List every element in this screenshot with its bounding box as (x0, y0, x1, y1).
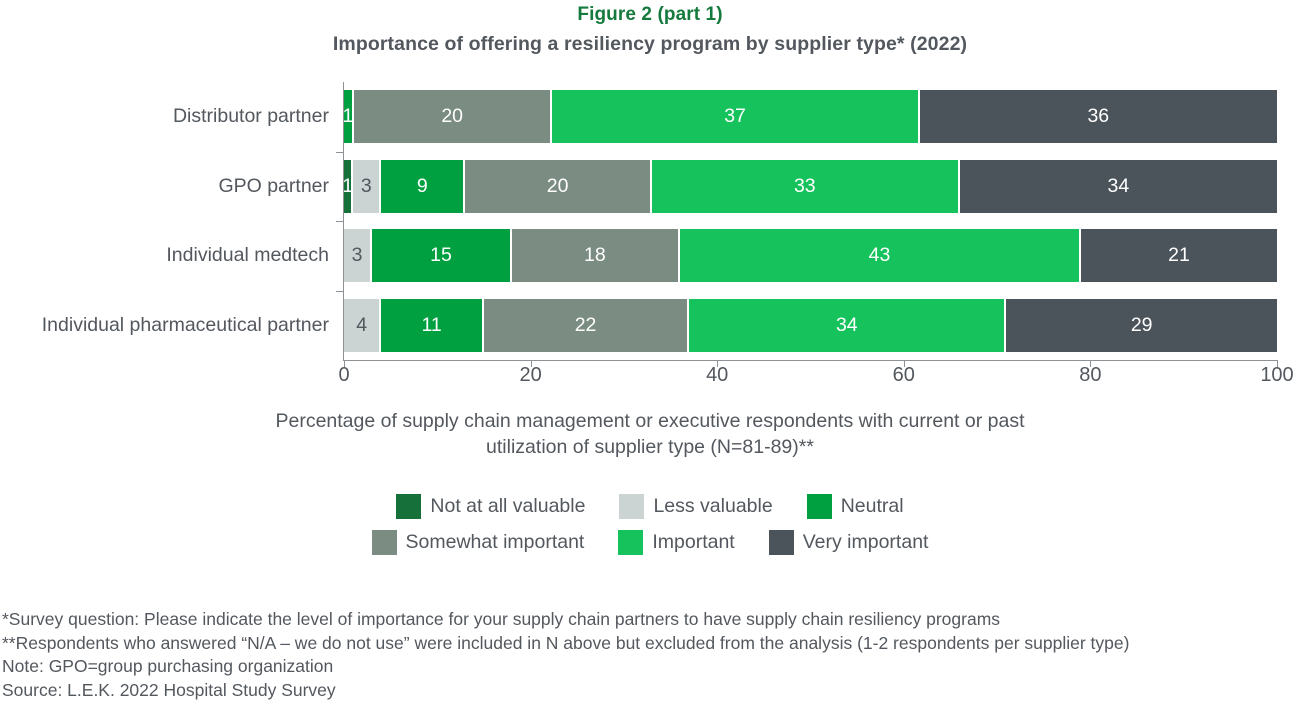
bar-segment: 11 (381, 298, 484, 352)
footnote: *Survey question: Please indicate the le… (2, 609, 1001, 629)
bar-segment: 3 (353, 159, 382, 213)
x-axis-tick-label: 100 (1260, 364, 1294, 386)
legend-label: Somewhat important (405, 530, 585, 553)
category-label: Individual medtech (166, 244, 329, 267)
x-axis-tick-label: 0 (338, 364, 350, 386)
x-axis-tick-label: 60 (892, 364, 915, 386)
legend-item[interactable]: Not at all valuable (396, 493, 586, 519)
x-axis-tick-label: 40 (706, 364, 729, 386)
x-axis-tick-labels: 0 20 40 60 80 100 (0, 364, 1300, 394)
legend-label: Less valuable (653, 494, 773, 517)
bar-track: 1203736 (344, 90, 1277, 144)
x-axis-tick (903, 360, 905, 367)
category-axis-labels: Distributor partner GPO partner Individual… (0, 82, 336, 360)
bar-segment: 29 (1006, 298, 1277, 352)
x-axis-line (343, 360, 1277, 361)
x-axis-tick (717, 360, 719, 367)
y-axis-tick (336, 221, 343, 222)
y-axis-tick (336, 152, 343, 153)
bar-row: 3 15 18 43 21 (344, 221, 1277, 291)
legend-item[interactable]: Neutral (806, 493, 904, 519)
y-axis-tick (336, 291, 343, 292)
bar-segment: 36 (919, 90, 1277, 144)
bar-segment: 15 (371, 229, 512, 283)
x-axis-tick (530, 360, 532, 367)
footnote: Source: L.E.K. 2022 Hospital Study Surve… (2, 679, 336, 700)
legend-swatch-icon (806, 493, 832, 519)
chart-plot-area: Distributor partner GPO partner Individual… (0, 82, 1300, 367)
figure-title: Figure 2 (part 1) (577, 4, 723, 25)
bar-segment: 34 (689, 298, 1007, 352)
footnotes: *Survey question: Please indicate the le… (2, 608, 1298, 702)
footnote: **Respondents who answered “N/A – we do … (2, 632, 1130, 653)
legend-label: Not at all valuable (430, 494, 586, 517)
stacked-bars: 1203736139203334315184321411223429 (344, 82, 1277, 360)
x-axis-title: Percentage of supply chain management or… (275, 410, 1025, 458)
bar-segment: 43 (679, 229, 1082, 283)
y-axis-line (343, 82, 344, 360)
bar-track: 4 11 22 34 29 (344, 298, 1277, 352)
bar-segment: 33 (651, 159, 960, 213)
bar-segment: 22 (483, 298, 690, 352)
x-axis-tick (344, 360, 345, 367)
category-label: GPO partner (218, 174, 329, 197)
bar-segment: 4 (344, 298, 382, 352)
legend-label: Neutral (840, 494, 904, 517)
bar-track: 139203334 (344, 159, 1277, 213)
bar-segment: 21 (1081, 229, 1277, 283)
category-label: Individual pharmaceutical partner (41, 313, 329, 336)
x-axis-ticks (0, 360, 1300, 377)
bar-segment: 18 (511, 229, 680, 283)
legend-swatch-icon (371, 529, 397, 555)
bar-segment: 1 (344, 90, 354, 144)
bar-segment: 20 (353, 90, 553, 144)
bar-segment: 1 (344, 159, 354, 213)
bar-segment: 37 (552, 90, 920, 144)
legend-row: Somewhat important Important Very importan… (0, 524, 1300, 560)
legend-swatch-icon (618, 529, 644, 555)
legend-label: Important (652, 530, 735, 553)
legend-item[interactable]: Important (618, 529, 735, 555)
bar-segment: 9 (381, 159, 466, 213)
bar-segment: 20 (465, 159, 652, 213)
category-label: Distributor partner (172, 105, 329, 128)
bar-row: 139203334 (344, 152, 1277, 222)
bar-row: 4 11 22 34 29 (344, 291, 1277, 361)
bar-segment: 3 (344, 229, 372, 283)
x-axis-tick (1277, 360, 1278, 367)
legend-item[interactable]: Very important (768, 529, 929, 555)
bar-segment: 34 (959, 159, 1277, 213)
x-axis-tick-label: 20 (519, 364, 542, 386)
legend-item[interactable]: Less valuable (619, 493, 773, 519)
chart-legend: Not at all valuable Less valuable Neutral S… (0, 488, 1300, 560)
legend-row: Not at all valuable Less valuable Neutral (0, 488, 1300, 524)
legend-swatch-icon (619, 493, 645, 519)
bar-row: 1203736 (344, 82, 1277, 152)
legend-label: Very important (802, 530, 929, 553)
x-axis-tick (1090, 360, 1092, 367)
figure-subtitle: Importance of offering a resiliency prog… (332, 33, 968, 55)
bar-track: 3 15 18 43 21 (344, 229, 1277, 283)
legend-swatch-icon (768, 529, 794, 555)
footnote: Note: GPO=group purchasing organization (2, 656, 334, 676)
legend-item[interactable]: Somewhat important (371, 529, 585, 555)
legend-swatch-icon (396, 493, 422, 519)
x-axis-tick-label: 80 (1079, 364, 1102, 386)
